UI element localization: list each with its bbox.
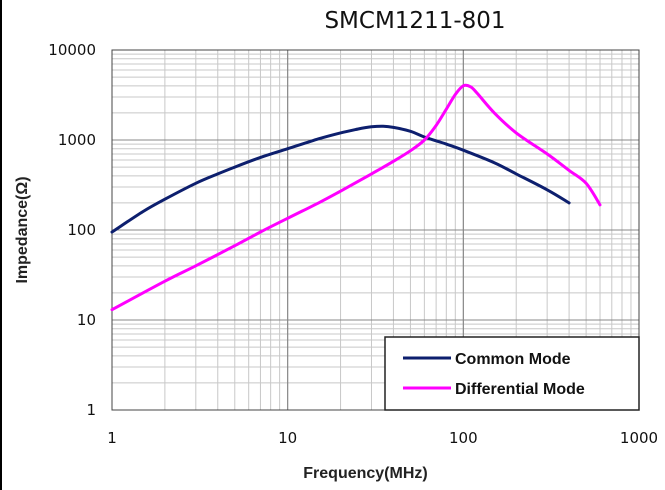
plot-frame <box>111 49 640 411</box>
y-tick-labels: 1 10 100 1000 10000 <box>48 41 96 419</box>
series-lines <box>110 83 602 312</box>
y-axis-label: Impedance(Ω) <box>14 176 31 283</box>
series-line-differential-mode <box>110 83 602 312</box>
x-axis-label: Frequency(MHz) <box>303 465 427 482</box>
window-left-border <box>0 0 2 490</box>
y-tick-label: 1000 <box>58 131 96 149</box>
y-tick-label: 1 <box>86 401 96 419</box>
y-tick-label: 10000 <box>48 41 96 59</box>
chart-title: SMCM1211-801 <box>324 8 506 34</box>
x-tick-labels: 1 10 100 1000 <box>107 429 658 447</box>
legend-label-differential-mode: Differential Mode <box>455 381 585 398</box>
series-line-common-mode <box>110 124 571 234</box>
x-tick-label: 1 <box>107 429 117 447</box>
y-tick-label: 10 <box>77 311 96 329</box>
legend-label-common-mode: Common Mode <box>455 351 571 368</box>
x-tick-label: 10 <box>278 429 297 447</box>
legend-box <box>384 336 640 411</box>
x-tick-label: 1000 <box>620 429 658 447</box>
x-tick-label: 100 <box>449 429 478 447</box>
legend: Common Mode Differential Mode <box>384 336 640 411</box>
y-tick-label: 100 <box>67 221 96 239</box>
